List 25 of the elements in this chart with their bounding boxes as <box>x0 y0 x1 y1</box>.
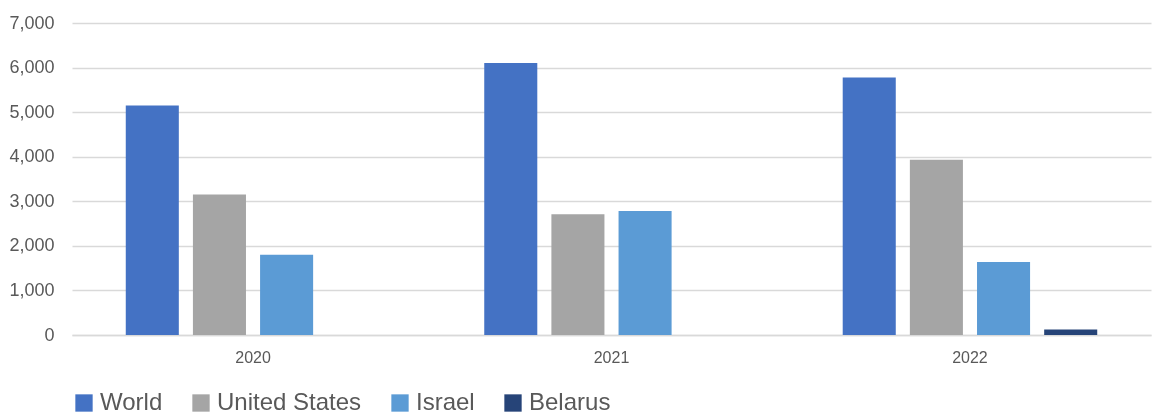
bar <box>909 159 963 335</box>
x-tick-label: 2021 <box>593 348 630 366</box>
legend-label: Israel <box>416 388 475 415</box>
y-tick-label: 4,000 <box>9 146 55 167</box>
y-tick-label: 3,000 <box>9 190 55 211</box>
bar <box>1044 329 1098 335</box>
y-tick-label: 0 <box>44 324 55 345</box>
bar <box>125 105 179 335</box>
bar <box>842 77 896 335</box>
bar <box>260 254 314 335</box>
bar <box>977 261 1031 335</box>
legend-label: Belarus <box>529 388 611 415</box>
x-tick-label: 2022 <box>952 348 988 366</box>
legend-label: World <box>100 388 163 415</box>
bar <box>551 214 605 335</box>
x-tick-label: 2020 <box>235 348 271 366</box>
y-tick-label: 6,000 <box>9 57 55 78</box>
y-tick-label: 2,000 <box>9 235 55 256</box>
bar <box>484 63 538 335</box>
bar <box>192 194 246 335</box>
y-tick-label: 5,000 <box>9 101 55 122</box>
legend-label: United States <box>217 388 362 415</box>
y-tick-label: 7,000 <box>9 12 55 33</box>
y-tick-label: 1,000 <box>9 279 55 300</box>
bar <box>618 211 672 335</box>
